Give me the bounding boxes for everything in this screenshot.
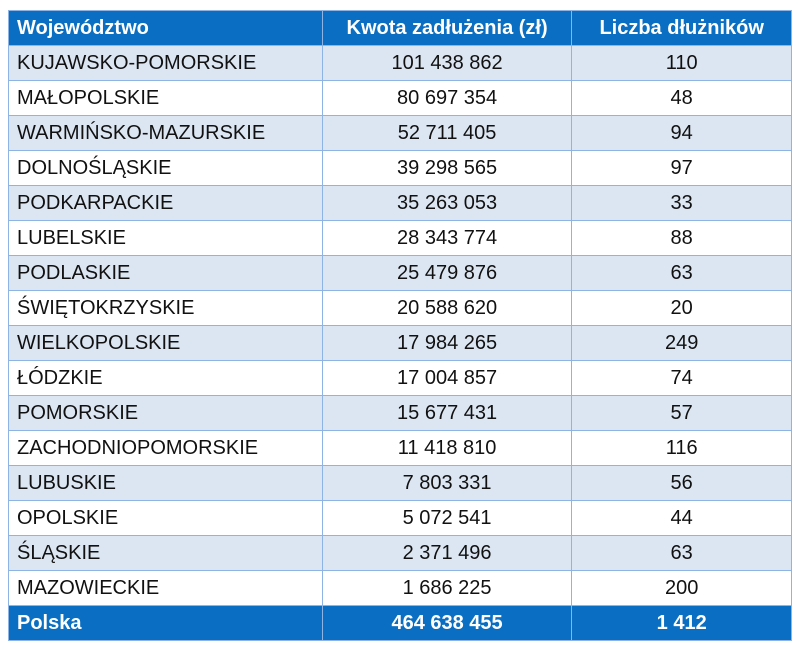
debtor-count-cell: 63 (571, 535, 792, 571)
debt-amount-cell: 35 263 053 (321, 185, 573, 221)
debt-amount-cell: 28 343 774 (321, 220, 573, 256)
voivodeship-cell: LUBUSKIE (8, 465, 323, 501)
table-row: KUJAWSKO-POMORSKIE 101 438 862 110 (8, 45, 792, 81)
voivodeship-cell: MAŁOPOLSKIE (8, 80, 323, 116)
header-debt-amount: Kwota zadłużenia (zł) (321, 10, 573, 46)
debtor-count-cell: 74 (571, 360, 792, 396)
debt-table: Województwo Kwota zadłużenia (zł) Liczba… (8, 10, 792, 641)
voivodeship-cell: PODLASKIE (8, 255, 323, 291)
voivodeship-cell: ŚLĄSKIE (8, 535, 323, 571)
voivodeship-cell: PODKARPACKIE (8, 185, 323, 221)
debtor-count-cell: 249 (571, 325, 792, 361)
debt-amount-cell: 80 697 354 (321, 80, 573, 116)
voivodeship-cell: ŚWIĘTOKRZYSKIE (8, 290, 323, 326)
table-row: DOLNOŚLĄSKIE 39 298 565 97 (8, 150, 792, 186)
table-row: PODKARPACKIE 35 263 053 33 (8, 185, 792, 221)
debt-amount-cell: 7 803 331 (321, 465, 573, 501)
table-row: MAZOWIECKIE 1 686 225 200 (8, 570, 792, 606)
debt-amount-cell: 52 711 405 (321, 115, 573, 151)
table-row: ŚWIĘTOKRZYSKIE 20 588 620 20 (8, 290, 792, 326)
voivodeship-cell: DOLNOŚLĄSKIE (8, 150, 323, 186)
debt-amount-cell: 25 479 876 (321, 255, 573, 291)
debtor-count-cell: 94 (571, 115, 792, 151)
header-voivodeship: Województwo (8, 10, 323, 46)
voivodeship-cell: KUJAWSKO-POMORSKIE (8, 45, 323, 81)
debtor-count-cell: 33 (571, 185, 792, 221)
debtor-count-cell: 63 (571, 255, 792, 291)
debtor-count-cell: 116 (571, 430, 792, 466)
total-label: Polska (8, 605, 323, 641)
table-row: WIELKOPOLSKIE 17 984 265 249 (8, 325, 792, 361)
voivodeship-cell: MAZOWIECKIE (8, 570, 323, 606)
table-row: WARMIŃSKO-MAZURSKIE 52 711 405 94 (8, 115, 792, 151)
debtor-count-cell: 56 (571, 465, 792, 501)
debt-amount-cell: 101 438 862 (321, 45, 573, 81)
debtor-count-cell: 110 (571, 45, 792, 81)
voivodeship-cell: WIELKOPOLSKIE (8, 325, 323, 361)
table-row: POMORSKIE 15 677 431 57 (8, 395, 792, 431)
debt-amount-cell: 15 677 431 (321, 395, 573, 431)
voivodeship-cell: ZACHODNIOPOMORSKIE (8, 430, 323, 466)
table-row: LUBELSKIE 28 343 774 88 (8, 220, 792, 256)
debtor-count-cell: 88 (571, 220, 792, 256)
debt-amount-cell: 11 418 810 (321, 430, 573, 466)
debt-amount-cell: 17 984 265 (321, 325, 573, 361)
table-row: OPOLSKIE 5 072 541 44 (8, 500, 792, 536)
table-row: ZACHODNIOPOMORSKIE 11 418 810 116 (8, 430, 792, 466)
debt-amount-cell: 20 588 620 (321, 290, 573, 326)
total-debtor-count: 1 412 (571, 605, 792, 641)
voivodeship-cell: POMORSKIE (8, 395, 323, 431)
debt-amount-cell: 17 004 857 (321, 360, 573, 396)
table-row: ŚLĄSKIE 2 371 496 63 (8, 535, 792, 571)
header-debtor-count: Liczba dłużników (571, 10, 792, 46)
debtor-count-cell: 20 (571, 290, 792, 326)
voivodeship-cell: OPOLSKIE (8, 500, 323, 536)
debtor-count-cell: 44 (571, 500, 792, 536)
total-row: Polska 464 638 455 1 412 (8, 605, 792, 641)
total-debt-amount: 464 638 455 (321, 605, 573, 641)
debtor-count-cell: 48 (571, 80, 792, 116)
debt-amount-cell: 5 072 541 (321, 500, 573, 536)
voivodeship-cell: ŁÓDZKIE (8, 360, 323, 396)
debt-amount-cell: 2 371 496 (321, 535, 573, 571)
debt-amount-cell: 39 298 565 (321, 150, 573, 186)
table-row: PODLASKIE 25 479 876 63 (8, 255, 792, 291)
debt-amount-cell: 1 686 225 (321, 570, 573, 606)
debtor-count-cell: 57 (571, 395, 792, 431)
voivodeship-cell: WARMIŃSKO-MAZURSKIE (8, 115, 323, 151)
table-row: LUBUSKIE 7 803 331 56 (8, 465, 792, 501)
debtor-count-cell: 200 (571, 570, 792, 606)
debtor-count-cell: 97 (571, 150, 792, 186)
voivodeship-cell: LUBELSKIE (8, 220, 323, 256)
table-row: MAŁOPOLSKIE 80 697 354 48 (8, 80, 792, 116)
table-row: ŁÓDZKIE 17 004 857 74 (8, 360, 792, 396)
header-row: Województwo Kwota zadłużenia (zł) Liczba… (8, 10, 792, 46)
